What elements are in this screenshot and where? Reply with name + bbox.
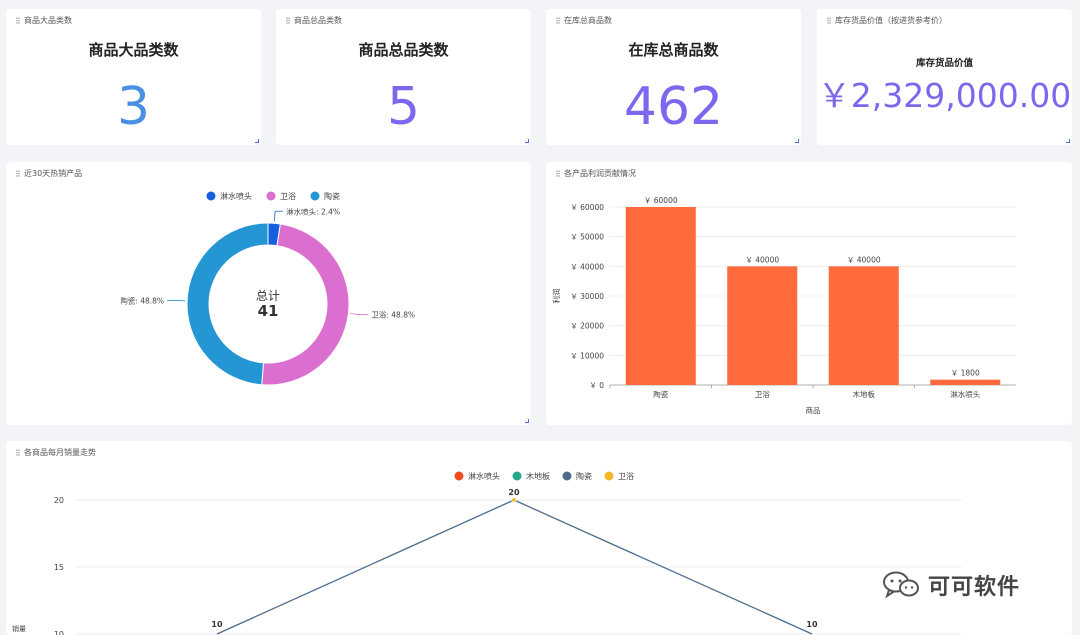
legend-label: 卫浴 <box>280 191 296 201</box>
resize-handle-icon[interactable] <box>795 139 799 143</box>
card-title: 库存货品价值（按进货参考价） <box>835 16 947 25</box>
resize-handle-icon[interactable] <box>1066 139 1070 143</box>
y-axis-title: 销量 <box>12 624 26 633</box>
legend-label: 卫浴 <box>618 471 634 481</box>
label-leader-line <box>350 313 369 316</box>
legend-marker <box>266 191 276 201</box>
y-tick-label: ￥ 60000 <box>570 203 604 212</box>
legend-label: 淋水喷头 <box>468 471 500 481</box>
x-tick-label: 陶瓷 <box>653 389 668 399</box>
watermark: 可可软件 <box>882 568 1052 602</box>
bar <box>727 266 798 385</box>
watermark-text: 可可软件 <box>928 575 1021 600</box>
x-axis-title: 商品 <box>806 405 821 415</box>
point-data-label: 20 <box>508 488 520 497</box>
y-tick-label: ￥ 20000 <box>570 322 604 331</box>
y-tick-label: 20 <box>54 496 64 505</box>
bar <box>930 379 1001 385</box>
donut-slice <box>261 223 350 386</box>
y-tick-label: ￥ 40000 <box>570 262 604 271</box>
x-tick-label: 木地板 <box>853 389 876 399</box>
kpi-heading: 库存货品价值 <box>915 58 973 69</box>
card-title: 商品总品类数 <box>294 16 342 25</box>
bar-data-label: ￥ 40000 <box>847 255 881 264</box>
resize-handle-icon[interactable] <box>525 419 529 423</box>
profit-contribution-card: 各产品利润贡献情况 ￥ 0 ￥ 10000 ￥ 20000 ￥ 30000 ￥ 4000… <box>546 162 1072 425</box>
data-point <box>511 497 517 503</box>
kpi-value: ￥2,329,000.00 <box>817 76 1072 115</box>
slice-label: 陶瓷: 48.8% <box>120 295 164 305</box>
resize-handle-icon[interactable] <box>525 139 529 143</box>
kpi-value: 5 <box>386 77 421 137</box>
bar <box>828 266 899 385</box>
legend-marker <box>454 471 464 481</box>
series-line-ceramic <box>513 499 813 635</box>
line-chart: 淋水喷头 木地板 陶瓷 卫浴 10 15 20 销量 10 20 10 <box>12 471 962 635</box>
y-tick-label: ￥ 0 <box>589 381 604 390</box>
donut-slice <box>186 222 269 386</box>
kpi-card-major-categories: 商品大品类数 商品大品类数 3 <box>6 9 261 145</box>
bar-data-label: ￥ 1800 <box>951 369 980 378</box>
legend-marker <box>604 471 614 481</box>
y-tick-label: ￥ 10000 <box>570 351 604 360</box>
card-title: 商品大品类数 <box>24 16 72 25</box>
legend-label: 陶瓷 <box>576 471 592 481</box>
drag-handle-icon[interactable] <box>16 170 20 177</box>
kpi-card-total-categories: 商品总品类数 商品总品类数 5 <box>276 9 531 145</box>
y-axis-title: 利润 <box>551 289 561 304</box>
drag-handle-icon[interactable] <box>556 17 560 24</box>
legend-label: 淋水喷头 <box>220 191 252 201</box>
kpi-heading: 商品大品类数 <box>88 41 179 59</box>
drag-handle-icon[interactable] <box>16 17 20 24</box>
hot-products-card: 近30天热销产品 淋水喷头 卫浴 陶瓷淋水喷头: 2.4% 卫浴: 48.8% 陶瓷: … <box>6 162 531 425</box>
point-data-label: 10 <box>806 620 818 629</box>
bar-data-label: ￥ 60000 <box>644 196 678 205</box>
legend-marker <box>512 471 522 481</box>
x-tick-label: 卫浴 <box>755 389 770 399</box>
kpi-value: 3 <box>116 77 151 137</box>
kpi-heading: 在库总商品数 <box>628 41 719 59</box>
donut-center-value: 41 <box>258 302 279 320</box>
y-tick-label: 10 <box>54 630 64 635</box>
card-title: 各商品每月销量走势 <box>24 448 96 457</box>
kpi-heading: 商品总品类数 <box>358 41 449 59</box>
label-leader-line <box>273 210 284 222</box>
x-tick-label: 淋水喷头 <box>950 389 980 399</box>
legend-marker <box>206 191 216 201</box>
bar-data-label: ￥ 40000 <box>745 255 779 264</box>
kpi-value: 462 <box>623 77 724 137</box>
legend-label: 陶瓷 <box>324 191 340 201</box>
slice-label: 淋水喷头: 2.4% <box>286 206 340 216</box>
donut-center-label: 总计 <box>256 289 280 303</box>
drag-handle-icon[interactable] <box>16 449 20 456</box>
wechat-icon <box>883 571 919 599</box>
monthly-sales-trend-card: 各商品每月销量走势 淋水喷头 木地板 陶瓷 卫浴 10 15 20 销量 10 20 10 <box>6 441 1072 635</box>
legend-marker <box>562 471 572 481</box>
y-tick-label: ￥ 50000 <box>570 233 604 242</box>
drag-handle-icon[interactable] <box>556 170 560 177</box>
legend-label: 木地板 <box>526 471 550 481</box>
card-title: 各产品利润贡献情况 <box>564 169 636 178</box>
card-title: 在库总商品数 <box>564 16 612 25</box>
bar <box>625 207 696 385</box>
y-tick-label: 15 <box>54 563 64 572</box>
kpi-card-stock-value: 库存货品价值（按进货参考价） 库存货品价值 ￥2,329,000.00 <box>817 9 1072 145</box>
drag-handle-icon[interactable] <box>827 17 831 24</box>
card-title: 近30天热销产品 <box>24 169 83 178</box>
point-data-label: 10 <box>211 620 223 629</box>
kpi-card-stock-items: 在库总商品数 在库总商品数 462 <box>546 9 801 145</box>
series-line-ceramic <box>216 499 515 635</box>
resize-handle-icon[interactable] <box>255 139 259 143</box>
drag-handle-icon[interactable] <box>286 17 290 24</box>
legend-marker <box>310 191 320 201</box>
bar-chart: ￥ 0 ￥ 10000 ￥ 20000 ￥ 30000 ￥ 40000 ￥ 50000 ￥ … <box>551 196 1016 415</box>
slice-label: 卫浴: 48.8% <box>371 310 415 320</box>
y-tick-label: ￥ 30000 <box>570 292 604 301</box>
